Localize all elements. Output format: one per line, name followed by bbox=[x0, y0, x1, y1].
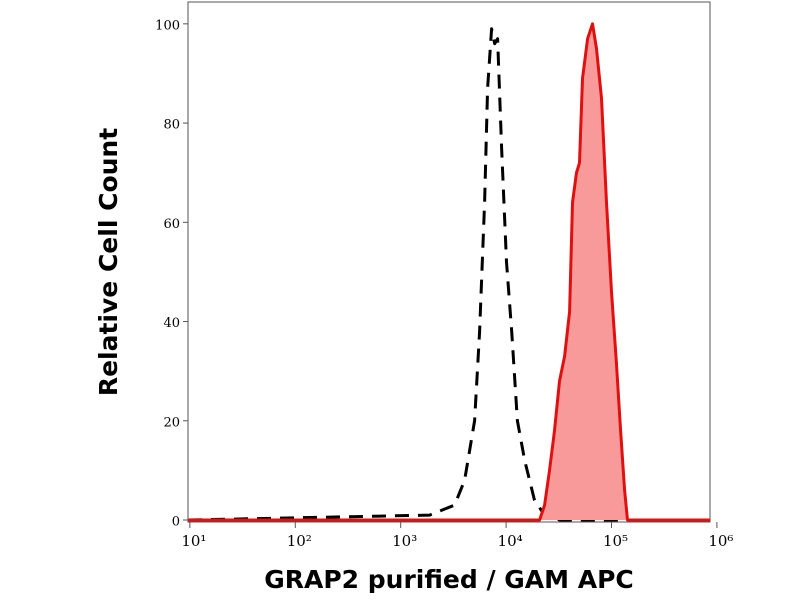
y-tick-label: 60 bbox=[163, 217, 180, 232]
y-tick-label: 20 bbox=[163, 415, 180, 430]
x-tick-label: 10⁶ bbox=[708, 532, 733, 550]
y-tick-label: 0 bbox=[172, 515, 180, 530]
x-tick-label: 10¹ bbox=[181, 532, 206, 550]
y-tick-label: 40 bbox=[163, 316, 180, 331]
line bbox=[187, 27, 710, 522]
y-axis-label: Relative Cell Count bbox=[94, 128, 123, 396]
x-tick-label: 10³ bbox=[392, 532, 417, 550]
line bbox=[188, 22, 710, 522]
y-tick-label: 100 bbox=[155, 18, 180, 33]
x-tick-label: 10⁵ bbox=[603, 532, 628, 550]
x-tick-label: 10² bbox=[287, 532, 312, 550]
x-tick-label: 10⁴ bbox=[498, 532, 523, 550]
area bbox=[188, 23, 710, 521]
plot-frame bbox=[187, 1, 711, 523]
y-tick-label: 80 bbox=[163, 118, 180, 133]
x-axis-label: GRAP2 purified / GAM APC bbox=[264, 565, 634, 594]
